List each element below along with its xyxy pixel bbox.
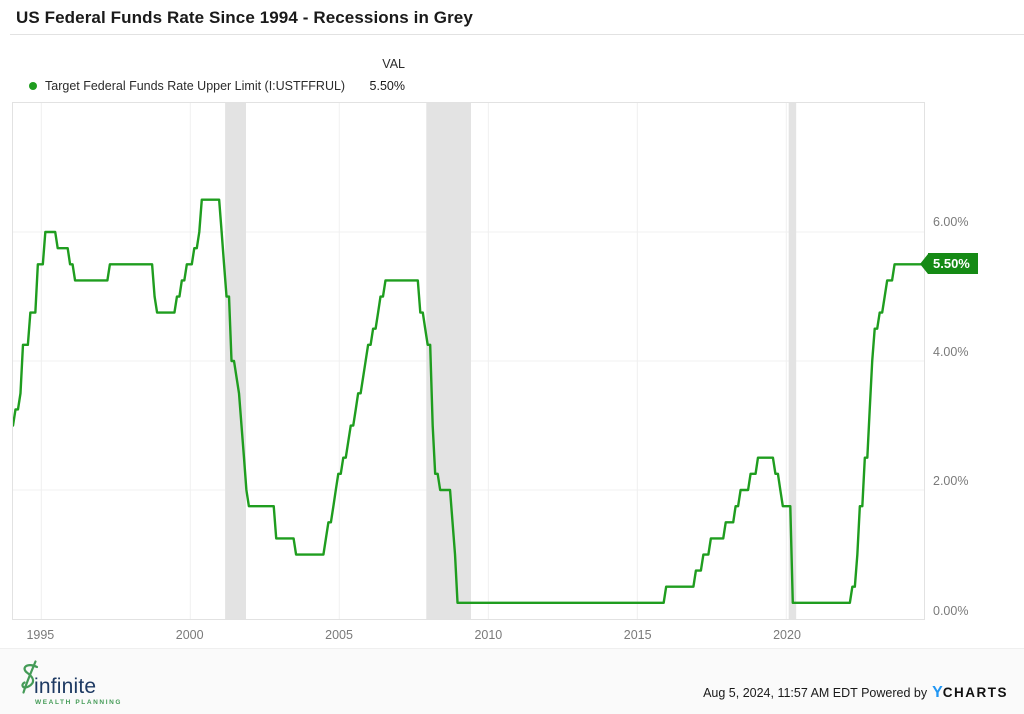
x-tick-label: 2020 <box>773 628 801 642</box>
x-tick-label: 2015 <box>623 628 652 642</box>
series-marker-icon <box>29 82 37 90</box>
ycharts-wordmark: CHARTS <box>942 685 1008 700</box>
footer-strip <box>0 648 1024 714</box>
timestamp: Aug 5, 2024, 11:57 AM EDT Powered by <box>703 686 928 700</box>
badge-arrow-icon <box>920 253 928 274</box>
badge-label: 5.50% <box>928 253 978 275</box>
logo-tagline: WEALTH PLANNING <box>35 699 123 706</box>
value-column-header: VAL <box>382 57 405 71</box>
chart-canvas <box>13 103 924 619</box>
attribution: Aug 5, 2024, 11:57 AM EDT Powered by Y CH… <box>703 684 1008 701</box>
x-tick-label: 2010 <box>474 628 503 642</box>
infinite-glyph-icon <box>18 660 40 699</box>
current-value: 5.50% <box>369 79 405 93</box>
y-tick-label: 2.00% <box>933 474 969 488</box>
plot-area[interactable] <box>12 102 925 620</box>
recession-band <box>788 103 797 619</box>
x-tick-label: 1995 <box>26 628 55 642</box>
company-logo[interactable]: infinite WEALTH PLANNING <box>18 660 122 706</box>
y-tick-label: 4.00% <box>933 344 969 359</box>
y-tick-label: 6.00% <box>933 215 969 229</box>
series-line <box>13 198 924 605</box>
y-tick-label: 0.00% <box>933 603 969 618</box>
ycharts-logo[interactable]: Y CHARTS <box>932 684 1008 701</box>
page-title: US Federal Funds Rate Since 1994 - Reces… <box>16 8 473 27</box>
recession-band <box>225 103 246 619</box>
header-divider <box>10 34 1024 35</box>
recession-band <box>426 103 471 619</box>
x-tick-label: 2005 <box>325 628 353 642</box>
ycharts-y-icon: Y <box>932 684 943 701</box>
current-value-badge: 5.50% <box>920 253 978 275</box>
x-tick-label: 2000 <box>175 628 204 642</box>
logo-name: infinite <box>34 675 97 698</box>
series-label: Target Federal Funds Rate Upper Limit (I… <box>45 79 346 93</box>
